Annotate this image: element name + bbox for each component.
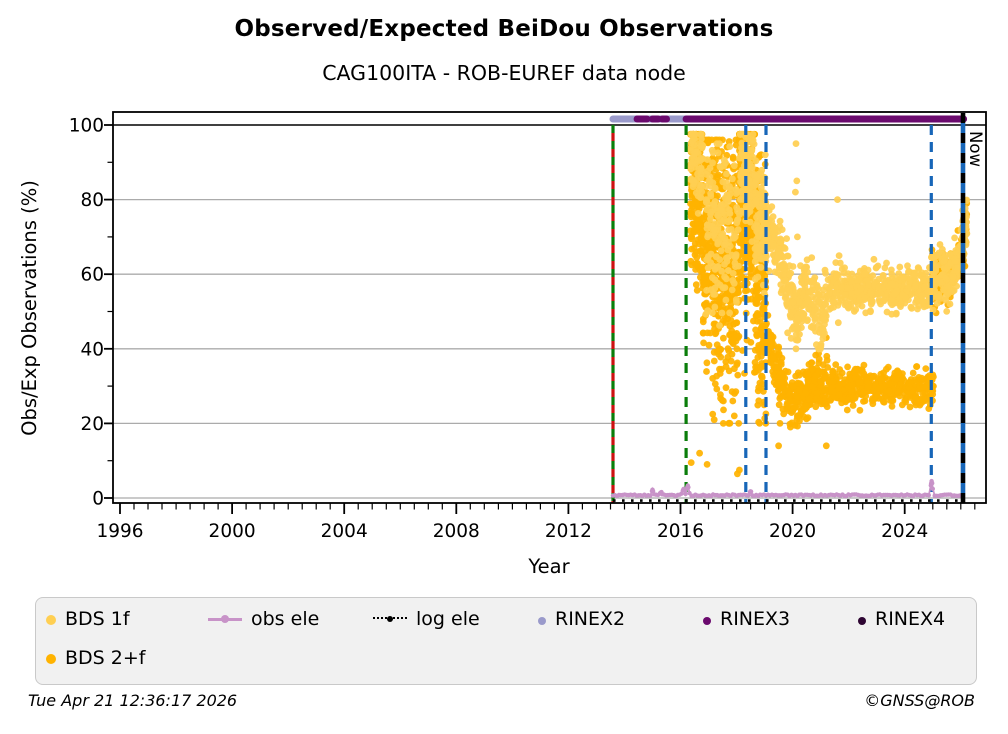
svg-text:1996: 1996 [96,521,143,542]
y-axis-label: Obs/Exp Observations (%) [18,180,41,436]
log-ele-dotted-line-icon [373,608,407,630]
legend-label-obs-ele: obs ele [251,608,320,630]
svg-text:100: 100 [69,116,104,137]
rinex3-dot-icon [703,608,711,630]
legend-label-rinex3: RINEX3 [720,608,791,630]
svg-text:2020: 2020 [769,521,816,542]
legend-label-bds-2f: BDS 2+f [65,647,146,669]
svg-text:0: 0 [92,489,104,510]
svg-text:2004: 2004 [321,521,368,542]
observations-plot: 1996 2000 2004 2008 2012 2016 2020 2024 0 20 40 60 8… [18,111,987,578]
chart-title: Observed/Expected BeiDou Observations [234,16,774,42]
svg-text:60: 60 [80,265,104,286]
legend-item-obs-ele: obs ele [208,605,319,633]
legend-item-log-ele: log ele [373,605,480,633]
scatter-bds-1f [687,130,971,353]
tick-labels: 1996 2000 2004 2008 2012 2016 2020 2024 0 20 40 60 8… [69,116,929,543]
svg-text:40: 40 [80,339,104,360]
x-axis-label: Year [527,555,570,578]
legend-label-bds-1f: BDS 1f [65,608,130,630]
plot-frame [112,111,987,504]
legend-item-bds-1f: BDS 1f [46,605,130,633]
bds-2f-dot-icon [46,647,56,669]
rinex4-dot-icon [858,608,866,630]
svg-text:2016: 2016 [657,521,704,542]
legend-label-rinex4: RINEX4 [875,608,946,630]
obs-ele-line-icon [208,608,242,630]
now-label: Now [966,131,985,167]
rinex2-dot-icon [538,608,546,630]
svg-text:80: 80 [80,190,104,211]
legend-label-rinex2: RINEX2 [555,608,626,630]
legend-item-rinex2: RINEX2 [538,605,625,633]
legend-item-rinex3: RINEX3 [703,605,790,633]
axis-ticks [104,124,976,514]
legend: BDS 1f obs ele log ele RINEX2 RINEX3 RIN… [35,597,977,685]
copyright: ©GNSS@ROB [864,691,975,710]
svg-text:20: 20 [80,414,104,435]
legend-item-bds-2f: BDS 2+f [46,644,145,672]
legend-label-log-ele: log ele [416,608,480,630]
bds-1f-dot-icon [46,608,56,630]
chart-subtitle: CAG100ITA - ROB-EUREF data node [322,61,686,85]
svg-text:2000: 2000 [209,521,256,542]
svg-text:2008: 2008 [433,521,480,542]
legend-item-rinex4: RINEX4 [858,605,945,633]
obs-ele-line [610,478,965,499]
svg-text:2024: 2024 [881,521,928,542]
plot-timestamp: Tue Apr 21 12:36:17 2026 [28,691,238,710]
svg-text:2012: 2012 [545,521,592,542]
